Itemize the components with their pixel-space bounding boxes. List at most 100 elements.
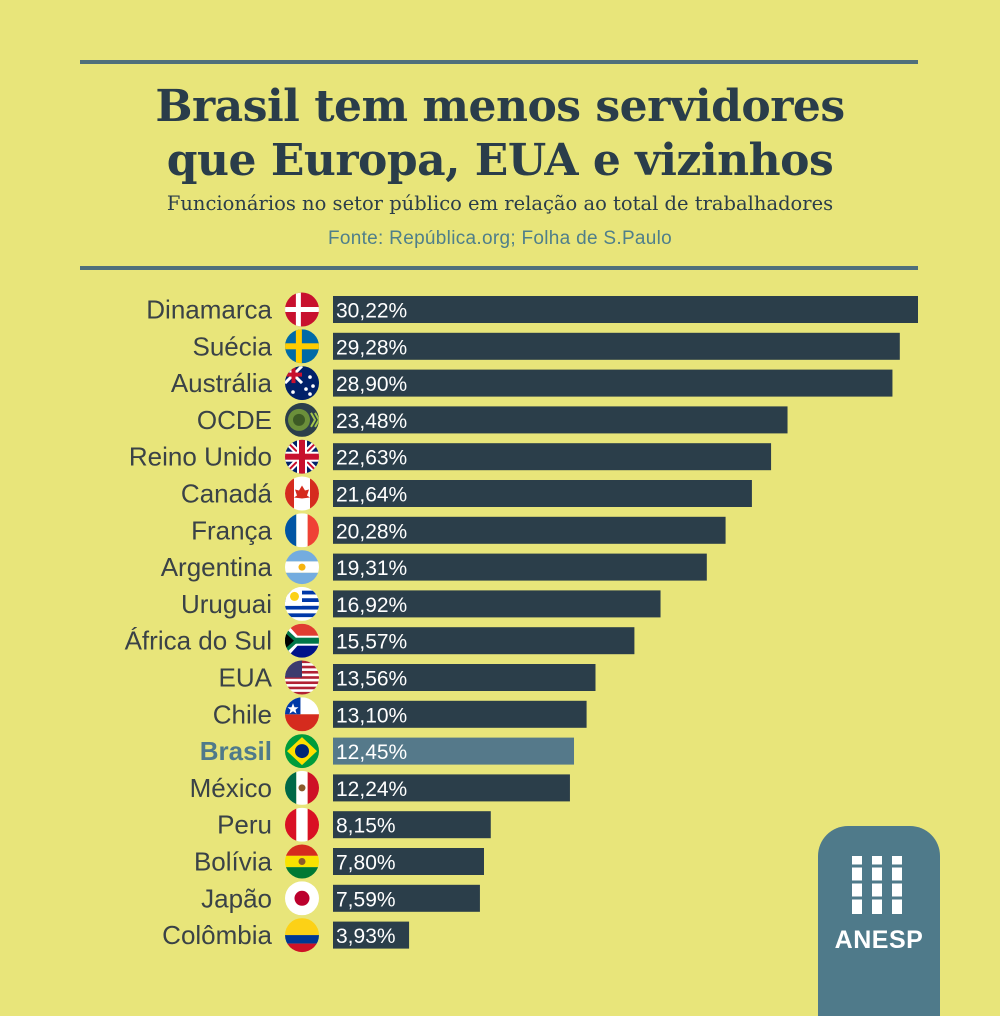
argentina-flag-icon xyxy=(285,550,319,585)
bar-row: Colômbia 3,93% xyxy=(162,918,410,953)
bar xyxy=(333,516,726,544)
anesp-badge: ANESP xyxy=(818,826,940,1016)
canada-flag-icon xyxy=(285,476,319,511)
bar-row: Peru 8,15% xyxy=(217,807,491,842)
value-label: 16,92% xyxy=(336,594,407,617)
category-label: Austrália xyxy=(171,368,273,398)
category-label: África do Sul xyxy=(125,626,272,656)
bar xyxy=(333,737,575,765)
value-label: 21,64% xyxy=(336,484,407,507)
category-label: Uruguai xyxy=(181,589,272,619)
value-label: 30,22% xyxy=(336,300,407,323)
bar xyxy=(333,700,587,728)
bar-row: Bolívia 7,80% xyxy=(194,844,484,879)
value-label: 20,28% xyxy=(336,520,407,543)
value-label: 8,15% xyxy=(336,815,396,838)
category-label: Argentina xyxy=(161,552,273,582)
value-label: 12,45% xyxy=(336,741,407,764)
value-label: 13,56% xyxy=(336,668,407,691)
chart-title-line-2: que Europa, EUA e vizinhos xyxy=(166,135,834,186)
chart-subtitle: Funcionários no setor público em relação… xyxy=(166,192,834,215)
bar xyxy=(333,443,772,471)
bar-row: Canadá 21,64% xyxy=(181,476,752,511)
bottom-divider xyxy=(80,266,918,270)
source-note: Fonte: República.org; Folha de S.Paulo xyxy=(327,228,673,249)
japan-flag-icon xyxy=(285,881,319,916)
anesp-wordmark: ANESP xyxy=(834,926,924,954)
category-label: EUA xyxy=(219,663,273,693)
bar-row: Uruguai 16,92% xyxy=(181,586,661,621)
category-label: Chile xyxy=(213,699,272,729)
bar-row: Japão 7,59% xyxy=(201,881,480,916)
category-label: Bolívia xyxy=(194,847,273,877)
bar xyxy=(333,627,635,655)
south-africa-flag-icon xyxy=(285,623,319,658)
bar xyxy=(333,811,491,839)
value-label: 22,63% xyxy=(336,447,407,470)
category-label: França xyxy=(191,515,272,545)
sweden-flag-icon xyxy=(285,329,319,364)
bar-row: Chile 13,10% xyxy=(213,697,587,732)
category-label: Reino Unido xyxy=(129,442,272,472)
oecd-logo-icon xyxy=(285,402,319,437)
bolivia-flag-icon xyxy=(285,844,319,879)
bar xyxy=(333,406,788,434)
value-label: 12,24% xyxy=(336,778,407,801)
value-label: 19,31% xyxy=(336,557,407,580)
value-label: 23,48% xyxy=(336,410,407,433)
bar xyxy=(333,590,661,618)
value-label: 15,57% xyxy=(336,631,407,654)
france-flag-icon xyxy=(285,513,319,548)
chart-title-line-1: Brasil tem menos servidores xyxy=(155,81,845,132)
peru-flag-icon xyxy=(285,807,319,842)
united-kingdom-flag-icon xyxy=(285,439,319,474)
usa-flag-icon xyxy=(285,660,319,695)
bar-row: Brasil 12,45% xyxy=(200,734,575,769)
bar-row: Dinamarca 30,22% xyxy=(146,292,918,327)
value-label: 28,90% xyxy=(336,373,407,396)
bar-row: França 20,28% xyxy=(191,513,726,548)
bar-row: África do Sul 15,57% xyxy=(125,623,635,658)
category-label: Dinamarca xyxy=(146,295,272,325)
denmark-flag-icon xyxy=(285,292,319,327)
bar xyxy=(333,369,893,397)
bar xyxy=(333,553,707,581)
value-label: 29,28% xyxy=(336,336,407,359)
mexico-flag-icon xyxy=(285,770,319,805)
bar xyxy=(333,332,900,360)
bar xyxy=(333,921,410,949)
category-label: Suécia xyxy=(193,331,273,361)
bar xyxy=(333,884,480,912)
category-label: Colômbia xyxy=(162,920,272,950)
colombia-flag-icon xyxy=(285,918,319,953)
bar-row: México 12,24% xyxy=(190,770,570,805)
value-label: 13,10% xyxy=(336,704,407,727)
anesp-logo-icon xyxy=(850,856,908,914)
bar-row: Reino Unido 22,63% xyxy=(129,439,772,474)
category-label: México xyxy=(190,773,272,803)
category-label: Peru xyxy=(217,810,272,840)
bar xyxy=(333,296,918,323)
bar-row: Suécia 29,28% xyxy=(193,329,900,364)
bar-row: Austrália 28,90% xyxy=(171,366,893,401)
top-divider xyxy=(80,60,918,64)
brazil-flag-icon xyxy=(285,734,319,769)
australia-flag-icon xyxy=(285,366,319,401)
uruguay-flag-icon xyxy=(285,586,319,621)
bar xyxy=(333,664,596,691)
value-label: 7,59% xyxy=(336,888,396,911)
category-label: OCDE xyxy=(197,405,272,435)
bar xyxy=(333,480,752,507)
value-label: 3,93% xyxy=(336,925,396,948)
value-label: 7,80% xyxy=(336,852,396,875)
bar xyxy=(333,774,570,802)
bar xyxy=(333,848,484,875)
category-label: Canadá xyxy=(181,479,273,509)
category-label: Japão xyxy=(201,883,272,913)
bar-row: Argentina 19,31% xyxy=(161,550,707,585)
chile-flag-icon xyxy=(285,697,319,732)
category-label: Brasil xyxy=(200,736,272,766)
bar-row: OCDE 23,48% xyxy=(197,402,788,437)
bar-row: EUA 13,56% xyxy=(219,660,596,695)
